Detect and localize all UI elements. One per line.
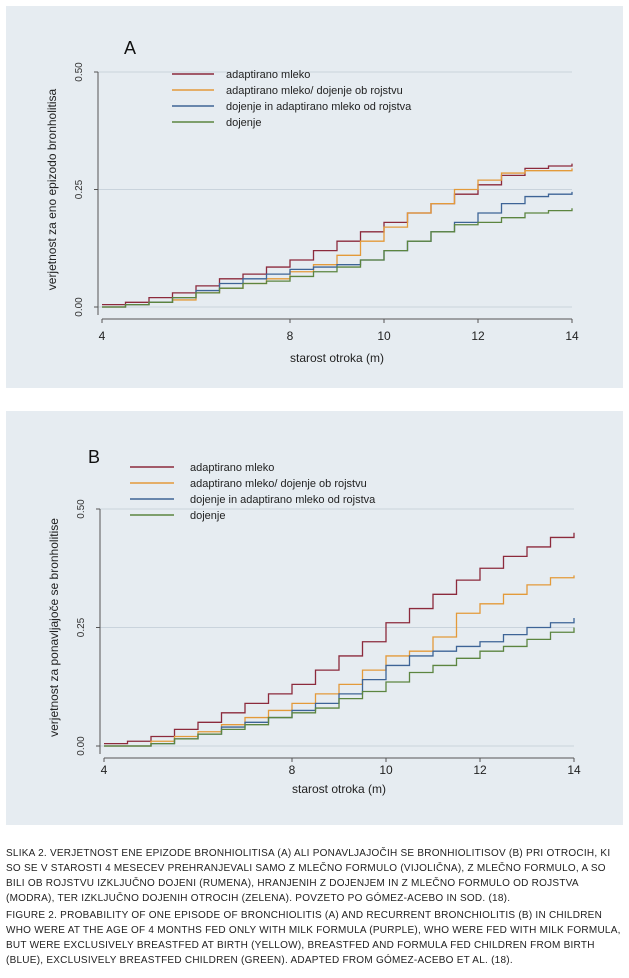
legend-label: adaptirano mleko — [190, 462, 274, 474]
y-tick-label: 0.25 — [74, 179, 85, 199]
x-tick-label: 8 — [287, 329, 294, 343]
figure-caption-english: FIGURE 2. PROBABILITY OF ONE EPISODE OF … — [6, 910, 621, 966]
y-axis-label: verjetnost za eno epizodo bronholitisa — [45, 88, 59, 290]
series-line — [102, 163, 573, 306]
y-tick-label: 0.00 — [76, 736, 87, 756]
x-tick-label: 14 — [565, 329, 579, 343]
line-chart-a: 0.00 0.25 0.50 4 8 10 12 14 starost otroka (m) ve… — [45, 38, 579, 365]
legend-label: dojenje in adaptirano mleko od rojstva — [190, 494, 376, 506]
x-tick-label: 12 — [471, 329, 485, 343]
chart-panel-b: 0.00 0.25 0.50 4 8 10 12 14 starost otroka (m) ve… — [6, 411, 623, 825]
x-tick-label: 10 — [377, 329, 391, 343]
legend-label: adaptirano mleko/ dojenje ob rojstvu — [190, 478, 367, 490]
x-tick-label: 4 — [99, 329, 106, 343]
legend-label: dojenje — [190, 510, 225, 522]
y-tick-label: 0.00 — [74, 297, 85, 317]
x-tick-label: 10 — [379, 763, 393, 777]
x-tick-label: 14 — [567, 763, 581, 777]
panel-label: B — [88, 447, 100, 467]
y-axis-label: verjetnost za ponavljajoče se bronholiti… — [47, 518, 61, 737]
series-line — [104, 627, 575, 747]
panel-label: A — [124, 38, 136, 58]
legend-label: dojenje — [226, 117, 261, 129]
legend-label: adaptirano mleko — [226, 69, 310, 81]
x-tick-label: 4 — [101, 763, 108, 777]
legend-label: adaptirano mleko/ dojenje ob rojstvu — [226, 85, 403, 97]
series-line — [104, 532, 575, 745]
series-line — [104, 618, 575, 747]
y-tick-label: 0.25 — [76, 617, 87, 637]
x-axis-label: starost otroka (m) — [292, 782, 386, 796]
legend-label: dojenje in adaptirano mleko od rojstva — [226, 101, 412, 113]
y-tick-label: 0.50 — [74, 62, 85, 82]
y-tick-label: 0.50 — [76, 499, 87, 519]
x-tick-label: 12 — [473, 763, 487, 777]
chart-panel-a: 0.00 0.25 0.50 4 8 10 12 14 starost otroka (m) ve… — [6, 6, 623, 388]
x-tick-label: 8 — [289, 763, 296, 777]
series-line — [102, 208, 573, 308]
line-chart-b: 0.00 0.25 0.50 4 8 10 12 14 starost otroka (m) ve… — [47, 447, 581, 796]
figure-caption-slovenian: SLIKA 2. VERJETNOST ENE EPIZODE BRONHIOL… — [6, 848, 611, 904]
x-axis-label: starost otroka (m) — [290, 351, 384, 365]
